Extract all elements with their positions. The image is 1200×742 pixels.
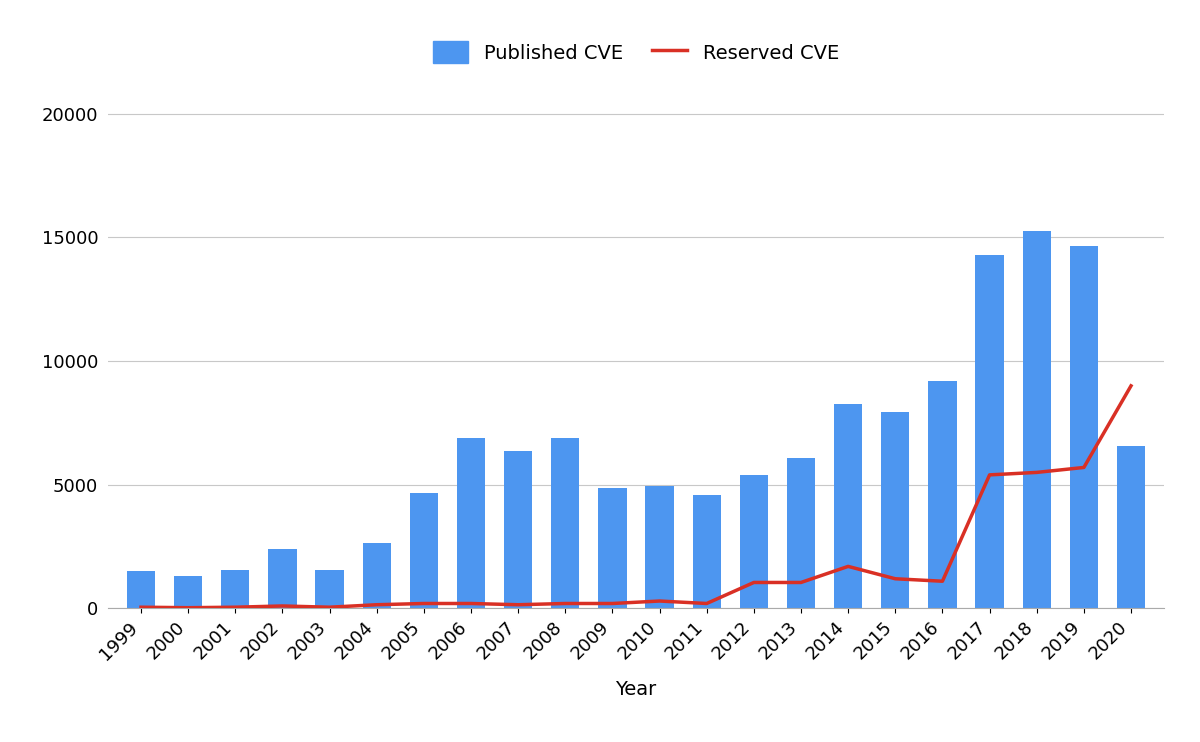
Bar xyxy=(881,412,910,608)
Bar xyxy=(316,570,343,608)
Bar xyxy=(174,577,203,608)
Bar xyxy=(692,495,721,608)
Bar xyxy=(504,451,533,608)
Bar xyxy=(409,493,438,608)
Bar xyxy=(929,381,956,608)
Bar xyxy=(599,488,626,608)
Bar xyxy=(127,571,155,608)
Bar xyxy=(1117,447,1145,608)
Bar xyxy=(787,458,815,608)
Bar xyxy=(1069,246,1098,608)
Bar xyxy=(646,486,673,608)
Bar xyxy=(976,255,1003,608)
Bar xyxy=(739,475,768,608)
Bar xyxy=(362,543,391,608)
X-axis label: Year: Year xyxy=(616,680,656,699)
Bar xyxy=(1022,232,1051,608)
Bar xyxy=(269,549,296,608)
Bar xyxy=(551,438,580,608)
Bar xyxy=(834,404,863,608)
Bar xyxy=(221,570,250,608)
Legend: Published CVE, Reserved CVE: Published CVE, Reserved CVE xyxy=(424,31,848,73)
Bar xyxy=(457,438,485,608)
